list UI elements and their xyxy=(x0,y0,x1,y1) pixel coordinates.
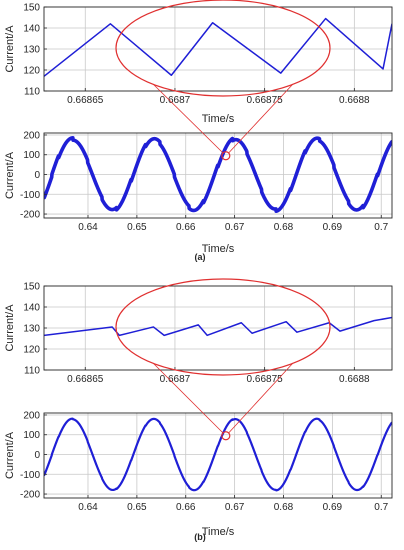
y-tick-label: -100 xyxy=(20,470,40,481)
x-tick-label: 0.7 xyxy=(374,222,388,233)
y-tick-label: 150 xyxy=(23,282,40,293)
x-tick-label: 0.66 xyxy=(176,502,196,513)
zoom-connector-left xyxy=(152,362,224,434)
x-tick-label: 0.65 xyxy=(127,502,147,513)
y-tick-label: 0 xyxy=(34,170,40,181)
x-tick-label: 0.69 xyxy=(323,222,343,233)
chart-b-full: 0.64 0.65 0.66 0.67 0.68 0.69 0.7 -200 -100 0 100 2… xyxy=(4,410,393,538)
axes-frame xyxy=(43,412,393,499)
y-tick-label: 140 xyxy=(23,303,40,314)
y-tick-label: 200 xyxy=(23,410,40,421)
series-line xyxy=(44,17,392,77)
x-tick-label: 0.67 xyxy=(225,222,245,233)
x-tick-label: 0.66865 xyxy=(67,95,104,106)
zoom-connector-right xyxy=(228,362,294,434)
y-tick-label: 100 xyxy=(23,430,40,441)
y-tick-label: 150 xyxy=(23,3,40,14)
x-tick-label: 0.66 xyxy=(176,222,196,233)
x-tick-label: 0.64 xyxy=(78,222,98,233)
x-tick-label: 0.7 xyxy=(374,502,388,513)
y-tick-label: 120 xyxy=(23,66,40,77)
chart-a-zoom: 0.66865 0.6687 0.66875 0.6688 110 120 130 140 15… xyxy=(4,3,393,125)
y-tick-label: 110 xyxy=(24,366,40,377)
y-axis-label: Current/A xyxy=(4,431,16,479)
chart-b-zoom: 0.66865 0.6687 0.66875 0.6688 110 120 130 140 15… xyxy=(4,282,393,385)
plot-area xyxy=(44,133,392,218)
x-tick-label: 0.6687 xyxy=(160,374,191,385)
x-tick-label: 0.6687 xyxy=(160,95,191,106)
y-tick-label: 120 xyxy=(23,345,40,356)
x-tick-label: 0.66865 xyxy=(67,374,104,385)
x-tick-label: 0.6688 xyxy=(339,374,370,385)
x-tick-label: 0.68 xyxy=(274,222,294,233)
x-axis-label: Time/s xyxy=(202,243,235,255)
series-line xyxy=(44,417,392,492)
y-tick-label: 130 xyxy=(23,45,40,56)
y-axis-label: Current/A xyxy=(4,151,16,199)
plot-area xyxy=(44,413,392,498)
zoom-marker-circle xyxy=(221,431,231,441)
caption-b: (b) xyxy=(194,532,206,542)
x-tick-label: 0.64 xyxy=(78,502,98,513)
y-tick-label: 100 xyxy=(23,150,40,161)
zoom-callout-b xyxy=(115,278,331,441)
y-tick-label: 110 xyxy=(24,87,40,98)
y-tick-label: 130 xyxy=(23,324,40,335)
y-tick-label: 200 xyxy=(23,130,40,141)
zoom-callout-a xyxy=(115,0,331,161)
series-line xyxy=(44,316,392,337)
x-tick-label: 0.69 xyxy=(323,502,343,513)
zoom-ellipse xyxy=(115,278,331,376)
zoom-marker-circle xyxy=(221,151,231,161)
y-axis-label: Current/A xyxy=(4,25,16,73)
x-axis-label: Time/s xyxy=(202,526,235,538)
x-tick-label: 0.67 xyxy=(225,502,245,513)
series-line xyxy=(44,136,392,214)
x-tick-label: 0.65 xyxy=(127,222,147,233)
caption-a: (a) xyxy=(195,252,206,262)
zoom-connector-left xyxy=(152,83,224,154)
x-tick-label: 0.66875 xyxy=(247,374,284,385)
y-tick-label: -200 xyxy=(20,210,40,221)
zoom-ellipse xyxy=(115,0,331,97)
axes-frame xyxy=(43,132,393,219)
y-tick-label: -200 xyxy=(20,490,40,501)
x-tick-label: 0.6688 xyxy=(339,95,370,106)
x-tick-label: 0.68 xyxy=(274,502,294,513)
y-tick-label: -100 xyxy=(20,190,40,201)
y-axis-label: Current/A xyxy=(4,304,16,352)
x-axis-label: Time/s xyxy=(202,113,235,125)
zoom-connector-right xyxy=(228,83,294,154)
chart-a-full: 0.64 0.65 0.66 0.67 0.68 0.69 0.7 -200 -100 0 100 2… xyxy=(4,130,393,255)
x-tick-label: 0.66875 xyxy=(247,95,284,106)
y-tick-label: 0 xyxy=(34,450,40,461)
y-tick-label: 140 xyxy=(23,24,40,35)
